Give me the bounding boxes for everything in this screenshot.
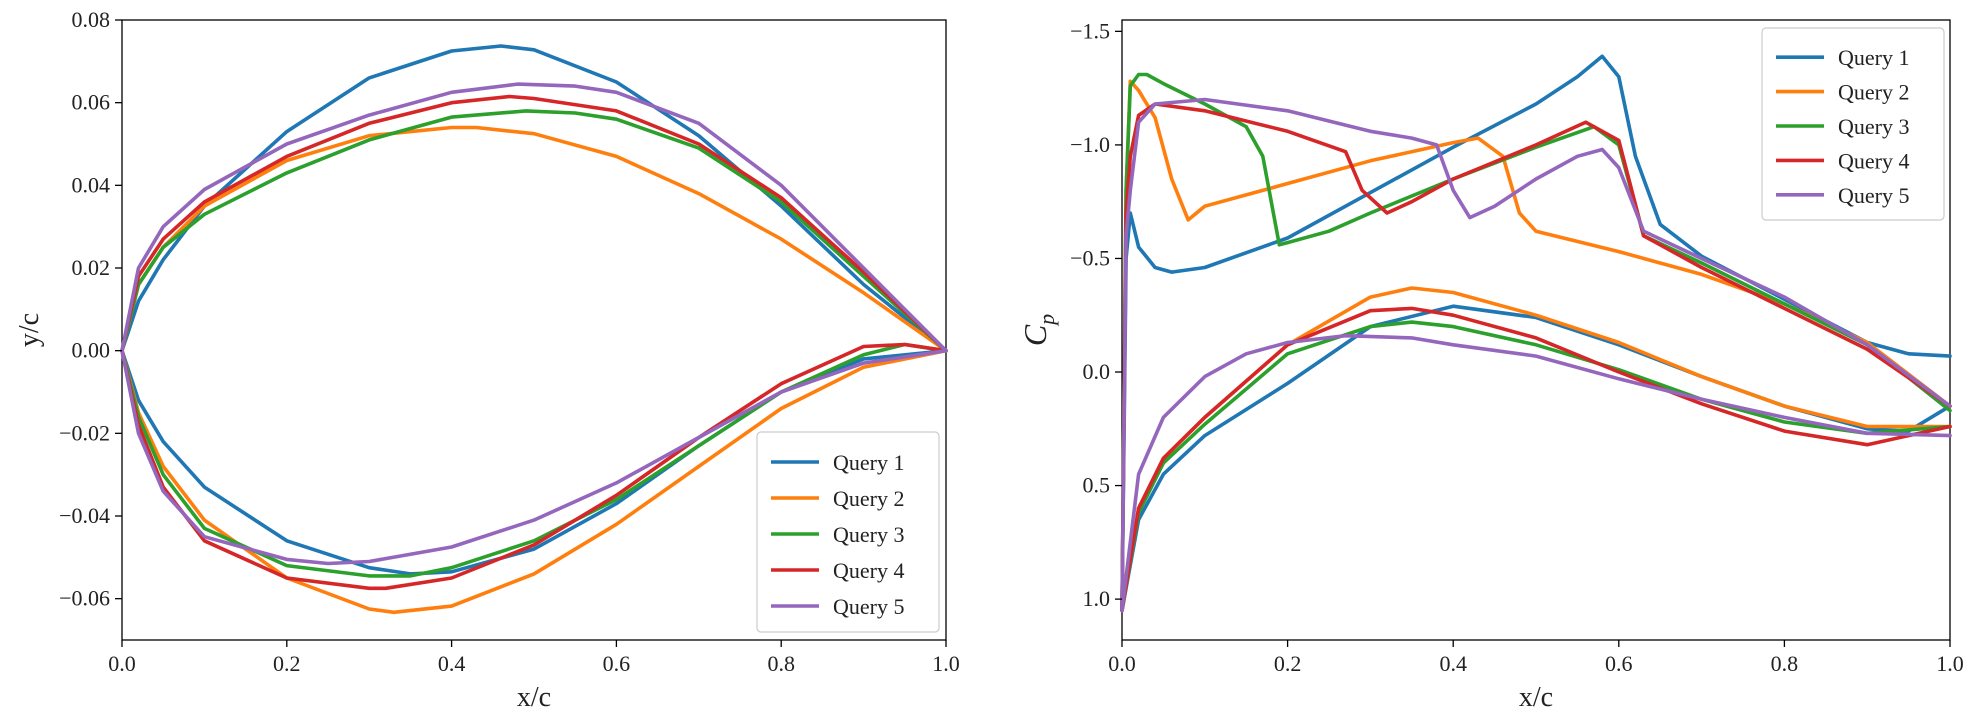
y-tick-label: −0.02 — [59, 420, 110, 445]
y-tick-label: 0.02 — [72, 255, 111, 280]
legend-label-query-2: Query 2 — [833, 486, 904, 511]
legend-label-query-5: Query 5 — [833, 594, 904, 619]
series-line-query-3-lower — [1120, 320, 1952, 613]
x-tick-label: 1.0 — [1936, 651, 1964, 676]
legend-label-query-2: Query 2 — [1838, 80, 1909, 105]
legend: Query 1 Query 2 Query 3 Query 4 Query 5 — [756, 431, 940, 633]
x-axis-label: x/c — [1519, 682, 1553, 713]
legend-box — [756, 431, 940, 633]
y-tick-label: 0.0 — [1083, 359, 1111, 384]
series-lines — [1120, 54, 1952, 613]
y-tick-label: 0.04 — [72, 172, 111, 197]
x-tick-label: 1.0 — [932, 651, 960, 676]
y-axis-label: y/c — [14, 313, 45, 347]
legend-label-query-4: Query 4 — [1838, 148, 1909, 173]
x-tick-label: 0.6 — [1605, 651, 1633, 676]
series-line-query-2-lower — [120, 348, 948, 615]
legend-label-query-1: Query 1 — [1838, 45, 1909, 70]
x-tick-label: 0.4 — [1439, 651, 1467, 676]
y-tick-label: 0.5 — [1083, 473, 1111, 498]
series-line-query-5-upper — [120, 82, 948, 353]
series-line-query-3-upper — [120, 109, 948, 353]
x-tick-label: 0.6 — [603, 651, 631, 676]
series-line-query-1-upper — [120, 44, 948, 353]
series-line-query-5-lower — [120, 348, 948, 566]
x-tick-label: 0.8 — [767, 651, 795, 676]
legend-label-query-5: Query 5 — [1838, 183, 1909, 208]
x-tick-label: 0.2 — [1274, 651, 1302, 676]
x-tick-label: 0.0 — [1108, 651, 1136, 676]
x-axis-ticks: 0.0 0.2 0.4 0.6 0.8 1.0 — [108, 640, 960, 676]
legend-label-query-1: Query 1 — [833, 450, 904, 475]
y-axis-ticks: −1.5 −1.0 −0.5 0.0 0.5 1.0 — [1070, 18, 1122, 611]
legend-label-query-3: Query 3 — [833, 522, 904, 547]
legend: Query 1 Query 2 Query 3 Query 4 Query 5 — [1761, 27, 1945, 221]
plot-area-frame — [121, 19, 947, 641]
series-line-query-3-lower — [120, 342, 948, 578]
series-line-query-4-upper — [120, 94, 948, 353]
series-line-query-3-upper — [1120, 72, 1952, 613]
y-axis-ticks: 0.08 0.06 0.04 0.02 0.00 −0.02 −0.04 −0.06 — [59, 7, 122, 611]
x-tick-label: 0.4 — [438, 651, 466, 676]
series-line-query-1-lower — [1120, 304, 1952, 613]
x-tick-label: 0.8 — [1771, 651, 1799, 676]
cp-subscript: p — [1034, 314, 1059, 327]
series-lines — [120, 44, 948, 615]
x-axis-ticks: 0.0 0.2 0.4 0.6 0.8 1.0 — [1108, 640, 1964, 676]
y-tick-label: 0.06 — [72, 90, 111, 115]
cp-symbol: C — [1017, 324, 1053, 346]
x-axis-label: x/c — [517, 682, 551, 713]
legend-label-query-3: Query 3 — [1838, 114, 1909, 139]
y-tick-label: 1.0 — [1083, 586, 1111, 611]
y-tick-label: −1.0 — [1070, 132, 1110, 157]
y-tick-label: −0.04 — [59, 503, 110, 528]
x-tick-label: 0.0 — [108, 651, 136, 676]
x-tick-label: 0.2 — [273, 651, 301, 676]
y-axis-label: Cp — [1017, 314, 1059, 346]
series-line-query-2-upper — [1120, 79, 1952, 613]
series-line-query-5-upper — [1120, 97, 1952, 613]
series-line-query-4-upper — [1120, 102, 1952, 613]
series-line-query-4-lower — [1120, 306, 1952, 613]
y-tick-label: −0.5 — [1070, 245, 1110, 270]
legend-label-query-4: Query 4 — [833, 558, 904, 583]
y-tick-label: −1.5 — [1070, 18, 1110, 43]
y-tick-label: 0.08 — [72, 7, 111, 32]
y-tick-label: 0.00 — [72, 338, 111, 363]
airfoil-shape-chart: 0.0 0.2 0.4 0.6 0.8 1.0 0.08 0.06 0.04 0.02 0.00 −… — [14, 7, 960, 713]
y-tick-label: −0.06 — [59, 586, 110, 611]
series-line-query-5-lower — [1120, 333, 1952, 613]
plot-area-frame — [1121, 19, 1951, 641]
legend-box — [1761, 27, 1945, 221]
pressure-coefficient-chart: 0.0 0.2 0.4 0.6 0.8 1.0 −1.5 −1.0 −0.5 0.0 0.5 1.0… — [1017, 18, 1964, 713]
